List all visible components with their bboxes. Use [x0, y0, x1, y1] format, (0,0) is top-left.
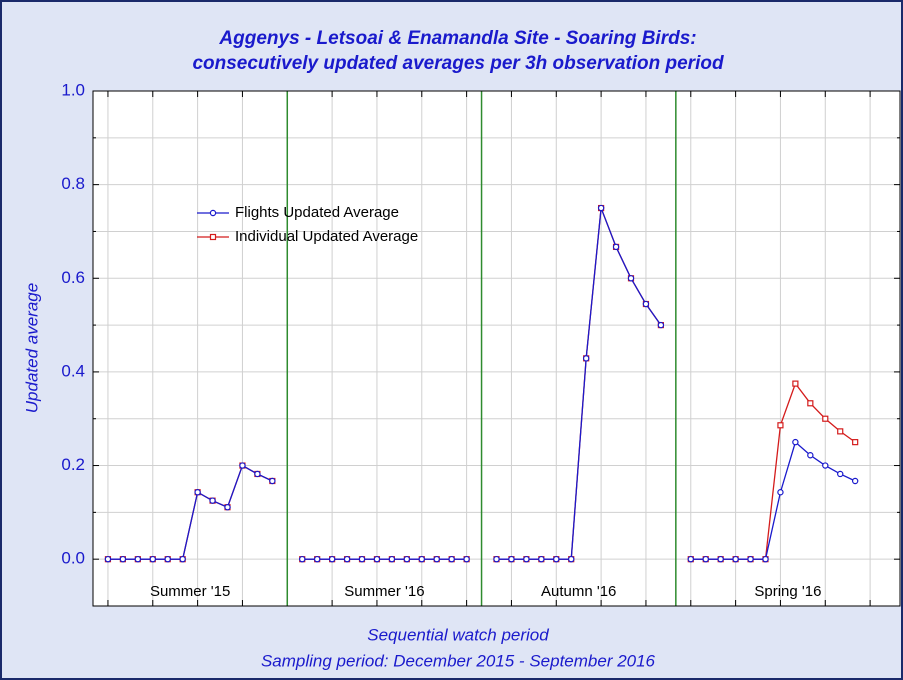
- marker: [299, 555, 306, 563]
- marker: [403, 555, 411, 563]
- y-tick-label: 0.8: [61, 174, 85, 193]
- marker: [851, 477, 859, 485]
- marker: [568, 555, 575, 563]
- marker: [612, 243, 620, 251]
- legend-marker: [209, 233, 217, 241]
- marker: [493, 555, 500, 563]
- y-tick-label: 0.6: [61, 268, 85, 287]
- marker: [582, 355, 590, 362]
- marker: [164, 555, 171, 563]
- plot-border: [92, 90, 901, 607]
- marker: [209, 497, 216, 504]
- series-line: [107, 207, 856, 560]
- chart-title: Aggenys - Letsoai & Enamandla Site - Soa…: [218, 28, 696, 49]
- marker: [239, 462, 246, 469]
- section-label: Spring '16: [754, 583, 821, 600]
- section-label: Autumn '16: [541, 583, 616, 600]
- marker: [553, 555, 560, 563]
- marker: [822, 415, 829, 422]
- marker: [687, 555, 694, 563]
- marker: [837, 470, 844, 478]
- marker: [134, 555, 142, 563]
- marker: [269, 477, 276, 485]
- marker: [313, 555, 321, 563]
- marker: [747, 555, 754, 563]
- marker: [792, 438, 799, 446]
- marker: [777, 422, 784, 429]
- marker: [777, 489, 784, 496]
- marker: [657, 321, 665, 329]
- marker: [732, 555, 739, 563]
- marker: [448, 555, 455, 563]
- marker: [328, 555, 336, 563]
- section-label: Summer '16: [344, 583, 424, 600]
- x-axis-label: Sequential watch period: [367, 625, 549, 644]
- y-tick-label: 1.0: [61, 80, 85, 99]
- marker: [104, 555, 112, 563]
- marker: [508, 555, 515, 563]
- plot-area: [93, 91, 900, 606]
- y-tick-label: 0.4: [61, 361, 85, 380]
- marker: [358, 555, 366, 563]
- section-label: Summer '15: [150, 583, 230, 600]
- marker: [373, 555, 381, 563]
- chart-subtitle: consecutively updated averages per 3h ob…: [192, 53, 724, 74]
- marker: [254, 470, 261, 478]
- marker: [597, 204, 605, 212]
- marker: [343, 555, 351, 563]
- marker: [807, 400, 814, 407]
- marker: [837, 428, 844, 435]
- legend-marker: [209, 209, 217, 217]
- y-tick-label: 0.2: [61, 455, 85, 474]
- marker: [418, 555, 425, 563]
- marker: [224, 504, 231, 511]
- marker: [852, 439, 859, 446]
- marker: [194, 489, 201, 496]
- y-axis-label: Updated average: [22, 283, 41, 413]
- marker: [717, 555, 724, 563]
- marker: [523, 555, 530, 563]
- marker: [792, 380, 799, 387]
- marker: [149, 555, 156, 563]
- marker: [463, 555, 470, 563]
- marker: [627, 275, 635, 282]
- marker: [642, 300, 650, 308]
- marker: [119, 555, 127, 563]
- marker: [762, 555, 769, 563]
- marker: [702, 555, 709, 563]
- marker: [179, 555, 186, 563]
- marker: [807, 452, 814, 459]
- legend-label: Flights Updated Average: [235, 204, 399, 221]
- marker: [433, 555, 440, 563]
- marker: [822, 462, 829, 469]
- caption: Sampling period: December 2015 - Septemb…: [261, 651, 656, 670]
- y-tick-label: 0.0: [61, 549, 85, 568]
- legend-label: Individual Updated Average: [235, 228, 418, 245]
- marker: [388, 555, 396, 563]
- marker: [538, 555, 545, 563]
